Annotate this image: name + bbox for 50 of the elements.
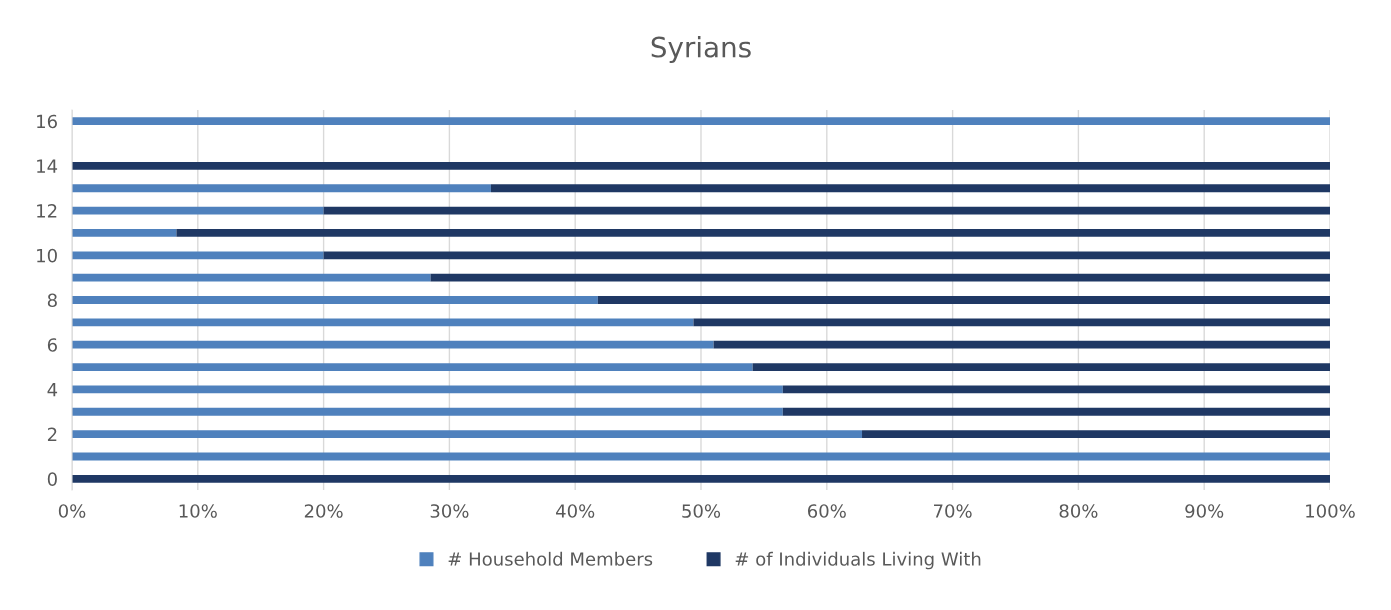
- bar: [72, 229, 177, 237]
- bar: [713, 340, 1330, 349]
- y-tick-label: 16: [37, 114, 57, 129]
- x-tick-label: 60%: [808, 504, 846, 518]
- y-tick-label: 10: [37, 248, 57, 263]
- y-tick-label: 4: [47, 383, 58, 397]
- bar: [72, 251, 324, 260]
- bar: [72, 318, 694, 327]
- bar: [176, 229, 1330, 237]
- x-tick-label: 10%: [179, 504, 217, 518]
- bar: [782, 385, 1330, 394]
- bar: [862, 430, 1330, 439]
- x-tick-label: 20%: [304, 504, 343, 518]
- legend-label: # of Individuals Living With: [735, 551, 981, 570]
- y-tick-label: 0: [47, 472, 57, 486]
- bar: [490, 184, 1330, 193]
- x-tick-label: 40%: [556, 504, 595, 518]
- bar: [72, 407, 783, 416]
- x-tick-label: 30%: [430, 504, 469, 518]
- y-tick-label: 14: [37, 159, 58, 173]
- bar: [430, 273, 1330, 282]
- bar: [752, 363, 1330, 371]
- x-tick-label: 90%: [1185, 504, 1224, 518]
- chart-title: Syrians: [651, 36, 751, 63]
- bar: [72, 161, 1330, 170]
- bar: [72, 184, 491, 193]
- bar: [72, 363, 753, 371]
- y-tick-label: 6: [47, 338, 57, 352]
- bar: [693, 318, 1330, 327]
- bar: [72, 296, 598, 304]
- x-tick-label: 0%: [58, 504, 86, 518]
- bar: [597, 296, 1330, 304]
- bar: [72, 385, 783, 394]
- x-tick-label: 50%: [682, 504, 721, 518]
- bar: [72, 273, 431, 282]
- bar: [72, 206, 324, 215]
- y-tick-label: 2: [47, 427, 57, 441]
- x-tick-label: 80%: [1059, 504, 1098, 518]
- x-tick-label: 70%: [934, 504, 972, 518]
- bar: [323, 251, 1330, 260]
- bar: [72, 340, 714, 349]
- y-tick-label: 12: [37, 204, 57, 218]
- x-tick-label: 100%: [1306, 504, 1355, 518]
- y-tick-label: 8: [47, 293, 57, 308]
- bar: [782, 407, 1330, 416]
- legend-label: # Household Members: [448, 551, 653, 566]
- bar: [72, 474, 1330, 483]
- bar: [323, 206, 1330, 215]
- bar: [72, 117, 1330, 126]
- bar: [72, 430, 863, 439]
